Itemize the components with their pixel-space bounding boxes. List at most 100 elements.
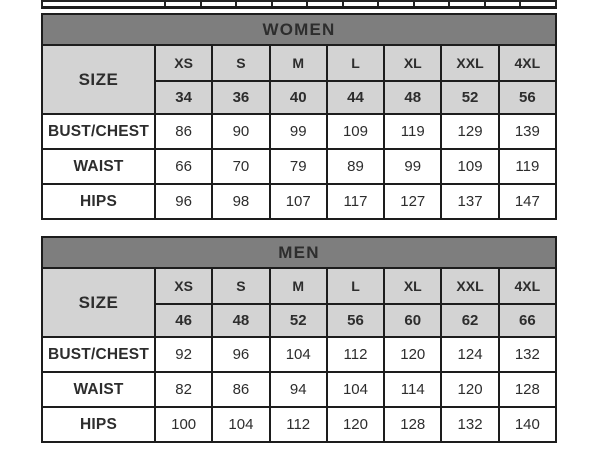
- measurement-value-cell: 129: [440, 113, 500, 150]
- measurement-value-cell: 98: [211, 183, 271, 220]
- size-number-cell: 48: [211, 303, 271, 338]
- measurement-value-cell: 139: [497, 113, 558, 150]
- measurement-value-cell: 82: [153, 371, 214, 408]
- size-number-cell: 34: [153, 80, 214, 115]
- measurement-value-cell: 104: [268, 336, 328, 373]
- measurement-value-cell: 120: [440, 371, 500, 408]
- measurement-value-cell: 147: [497, 183, 558, 220]
- size-number-cell: 56: [497, 80, 558, 115]
- measurement-value-cell: 107: [268, 183, 328, 220]
- cropped-table-cell: [199, 2, 236, 6]
- size-letter-cell: S: [211, 44, 271, 82]
- measurement-value-cell: 86: [211, 371, 271, 408]
- size-letter-cell: 4XL: [497, 267, 558, 305]
- size-letter-cell: L: [325, 44, 386, 82]
- measurement-value-cell: 128: [497, 371, 558, 408]
- measurement-value-cell: 104: [325, 371, 386, 408]
- measurement-label-cell: BUST/CHEST: [41, 336, 156, 373]
- measurement-value-cell: 120: [325, 406, 386, 443]
- measurement-label-cell: WAIST: [41, 148, 156, 185]
- table-row: WAIST 66 70 79 89 99 109 119: [41, 148, 558, 185]
- measurement-value-cell: 132: [497, 336, 558, 373]
- measurement-value-cell: 140: [497, 406, 558, 443]
- measurement-value-cell: 127: [383, 183, 443, 220]
- table-row: 46 48 52 56 60 62 66: [42, 303, 558, 338]
- size-number-cell: 60: [383, 303, 443, 338]
- size-number-cell: 48: [383, 80, 443, 115]
- measurement-value-cell: 119: [383, 113, 443, 150]
- measurement-value-cell: 94: [268, 371, 328, 408]
- measurement-value-cell: 96: [153, 183, 214, 220]
- measurement-value-cell: 120: [383, 336, 443, 373]
- size-number-cell: 46: [153, 303, 214, 338]
- measurement-value-cell: 128: [383, 406, 443, 443]
- measurement-value-cell: 112: [325, 336, 386, 373]
- cropped-table-cell: [341, 2, 378, 6]
- table-row: BUST/CHEST 92 96 104 112 120 124 132: [41, 336, 558, 373]
- women-size-table: WOMEN SIZE XS S M L XL XXL 4XL 34 36 40 …: [41, 13, 558, 220]
- measurement-value-cell: 66: [153, 148, 214, 185]
- measurement-value-cell: 109: [440, 148, 500, 185]
- measurement-label-cell: WAIST: [41, 371, 156, 408]
- measurement-value-cell: 96: [211, 336, 271, 373]
- size-letter-cell: XL: [383, 267, 443, 305]
- measurement-value-cell: 114: [383, 371, 443, 408]
- cropped-table-cell: [43, 2, 164, 6]
- measurement-value-cell: 137: [440, 183, 500, 220]
- measurement-value-cell: 117: [325, 183, 386, 220]
- men-table-title: MEN: [41, 236, 557, 269]
- measurement-value-cell: 86: [153, 113, 214, 150]
- measurement-value-cell: 99: [383, 148, 443, 185]
- measurement-value-cell: 70: [211, 148, 271, 185]
- measurement-value-cell: 89: [325, 148, 386, 185]
- table-row: WAIST 82 86 94 104 114 120 128: [41, 371, 558, 408]
- size-letter-cell: XXL: [440, 267, 500, 305]
- measurement-value-cell: 112: [268, 406, 328, 443]
- size-number-cell: 44: [325, 80, 386, 115]
- size-number-cell: 62: [440, 303, 500, 338]
- cropped-table-cell: [412, 2, 449, 6]
- measurement-value-cell: 132: [440, 406, 500, 443]
- table-row: BUST/CHEST 86 90 99 109 119 129 139: [41, 113, 558, 150]
- measurement-value-cell: 100: [153, 406, 214, 443]
- table-row: SIZE XS S M L XL XXL 4XL: [41, 44, 558, 115]
- cropped-table-cell: [377, 2, 413, 6]
- measurement-value-cell: 119: [497, 148, 558, 185]
- cropped-table-cell: [519, 2, 555, 6]
- cropped-table-cell: [448, 2, 484, 6]
- size-letter-cell: XS: [153, 44, 214, 82]
- size-number-cell: 36: [211, 80, 271, 115]
- measurement-value-cell: 124: [440, 336, 500, 373]
- measurement-value-cell: 79: [268, 148, 328, 185]
- size-letter-cell: M: [268, 267, 328, 305]
- cropped-table-cell: [164, 2, 200, 6]
- size-label-cell: SIZE: [41, 267, 156, 338]
- cropped-table-cell: [235, 2, 271, 6]
- size-letter-cell: 4XL: [497, 44, 558, 82]
- measurement-value-cell: 104: [211, 406, 271, 443]
- measurement-value-cell: 90: [211, 113, 271, 150]
- measurement-label-cell: HIPS: [41, 406, 156, 443]
- size-number-cell: 52: [268, 303, 328, 338]
- measurement-label-cell: BUST/CHEST: [41, 113, 156, 150]
- measurement-value-cell: 99: [268, 113, 328, 150]
- cropped-table-cell: [270, 2, 307, 6]
- measurement-label-cell: HIPS: [41, 183, 156, 220]
- size-letter-cell: XXL: [440, 44, 500, 82]
- cropped-table-cell: [306, 2, 342, 6]
- table-row: WOMEN: [41, 13, 557, 46]
- size-letter-cell: L: [325, 267, 386, 305]
- size-letter-cell: M: [268, 44, 328, 82]
- table-row: HIPS 100 104 112 120 128 132 140: [41, 406, 558, 443]
- size-letter-cell: S: [211, 267, 271, 305]
- cropped-table-bottom-strip: [41, 0, 557, 9]
- size-label-cell: SIZE: [41, 44, 156, 115]
- size-letter-cell: XL: [383, 44, 443, 82]
- measurement-value-cell: 92: [153, 336, 214, 373]
- women-table-title: WOMEN: [41, 13, 557, 46]
- cropped-table-cell: [483, 2, 520, 6]
- measurement-value-cell: 109: [325, 113, 386, 150]
- size-letter-cell: XS: [153, 267, 214, 305]
- men-size-table: MEN SIZE XS S M L XL XXL 4XL 46 48 52 56…: [41, 236, 558, 443]
